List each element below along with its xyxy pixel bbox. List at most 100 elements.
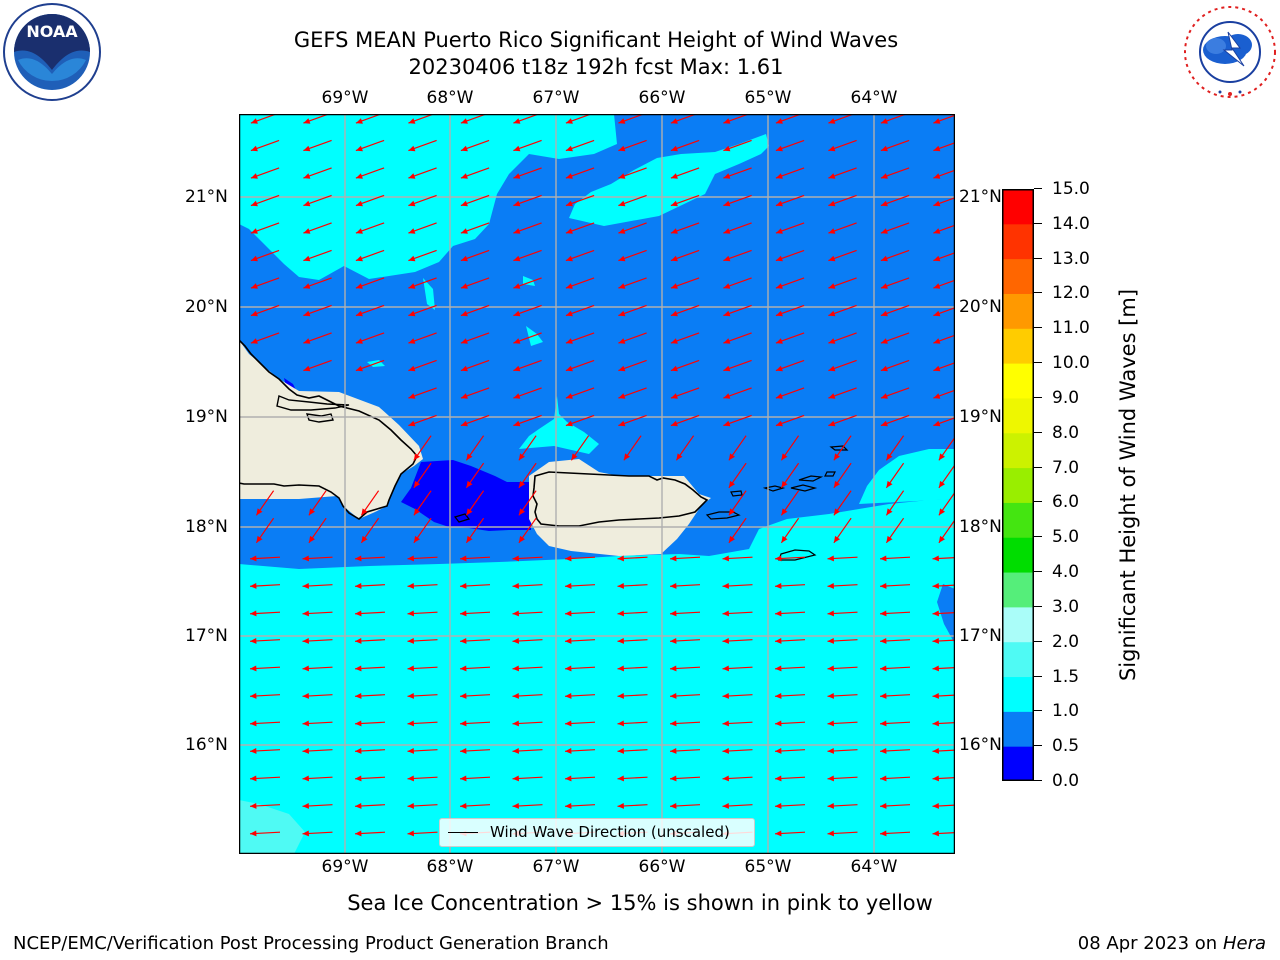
wave-direction-arrowhead [460,118,468,124]
wave-direction-arrowhead [827,748,834,754]
wave-direction-arrowhead [565,775,572,782]
wave-direction-arrowhead [880,720,887,727]
wave-direction-arrowhead [407,610,414,617]
lat-label-left: 21°N [185,187,228,207]
wave-direction-arrowhead [880,830,887,837]
wave-direction-arrowhead [933,310,941,317]
colorbar-tick-mark [1034,188,1042,189]
wave-direction-arrowhead [886,535,893,543]
wave-direction-arrowhead [833,453,840,461]
colorbar-tick-label: 0.0 [1052,771,1080,791]
lon-label-top: 67°W [532,88,580,108]
wave-direction-arrowhead [886,480,893,488]
wave-direction-arrowhead [880,665,887,672]
wave-direction-arrowhead [723,393,731,399]
wave-direction-arrowhead [256,535,263,543]
wave-direction-arrowhead [933,255,941,262]
coastline [798,475,824,482]
wave-direction-arrowhead [618,283,626,289]
wave-direction-arrowhead [460,365,468,372]
wave-direction-arrowhead [775,338,783,344]
wave-direction-arrowhead [723,365,731,372]
colorbar-tick-label: 13.0 [1052,248,1090,269]
wave-direction-arrowhead [513,255,521,262]
wave-direction-arrowhead [565,583,572,589]
wave-direction-arrowhead [512,638,519,644]
wave-direction-arrowhead [355,720,362,727]
wave-direction-arrowhead [618,420,626,427]
wave-direction-arrowhead [250,720,257,727]
wave-direction-arrowhead [880,693,887,699]
wave-direction-arrowhead [308,508,315,516]
wave-direction-arrowhead [933,338,941,344]
wave-direction-arrowhead [518,480,525,488]
wave-direction-arrowhead [775,200,783,207]
wave-direction-arrowhead [302,610,309,617]
colorbar-cell [1002,397,1034,434]
colorbar-cell [1002,363,1034,399]
wave-direction-arrowhead [880,583,887,589]
wave-direction-arrowhead [408,420,416,427]
colorbar-cell [1002,258,1034,294]
wave-direction-arrowhead [827,555,834,562]
wave-direction-arrowhead [670,228,678,234]
wave-direction-arrowhead [827,775,834,782]
colorbar-tick-label: 5.0 [1052,527,1080,548]
wave-direction-arrowhead [413,480,420,488]
wave-direction-arrowhead [670,555,677,562]
wave-direction-arrowhead [880,145,888,152]
colorbar-cell [1002,467,1034,503]
colorbar-tick-label: 8.0 [1052,422,1080,443]
colorbar-cell [1002,537,1034,573]
coastline [790,484,818,492]
wave-direction-arrowhead [827,583,834,589]
colorbar-cell [1002,746,1034,781]
wave-contour-1.0-1.5 [239,499,955,854]
wave-direction-arrowhead [407,775,414,782]
wave-direction-arrowhead [460,393,468,399]
wave-direction-arrowhead [775,228,783,234]
wave-direction-arrowhead [407,638,414,644]
wave-direction-arrowhead [512,748,519,754]
colorbar-cell [1002,711,1034,747]
wave-direction-arrowhead [512,693,519,699]
wave-direction-arrowhead [302,665,309,672]
wave-direction-arrowhead [933,420,941,427]
wave-direction-arrowhead [775,420,783,427]
colorbar-cell [1002,676,1034,712]
wave-direction-arrowhead [250,638,257,644]
wave-direction-arrowhead [617,583,624,589]
lon-label-bottom: 64°W [850,857,898,877]
lat-label-right: 18°N [959,517,1002,537]
wave-direction-arrowhead [302,803,309,809]
wave-direction-arrowhead [355,638,362,644]
wave-direction-arrowhead [618,173,626,179]
wave-direction-arrowhead [303,200,311,207]
wave-direction-arrowhead [833,480,840,488]
wave-direction-arrowhead [933,365,941,372]
legend-line-swatch [448,832,478,833]
wave-direction-arrowhead [880,638,887,644]
colorbar [1002,189,1034,781]
wave-direction-arrowhead [723,283,731,289]
wave-direction-arrowhead [460,748,467,754]
wave-direction-arrowhead [827,638,834,644]
wave-direction-arrowhead [775,365,783,372]
wave-direction-arrowhead [618,255,626,262]
wave-direction-arrowhead [932,720,939,727]
wave-direction-arrowhead [932,748,939,754]
wave-direction-arrowhead [618,393,626,399]
coastline [705,511,741,520]
wave-direction-arrowhead [827,720,834,727]
coastline [730,490,743,497]
wave-direction-arrowhead [880,803,887,809]
wave-direction-arrowhead [828,393,836,399]
colorbar-tick-label: 12.0 [1052,283,1090,304]
wave-direction-arrowhead [723,200,731,207]
wave-direction-arrowhead [932,803,939,809]
wave-direction-arrowhead [618,228,626,234]
wave-direction-arrowhead [565,200,573,207]
wave-direction-arrowhead [250,228,258,234]
wave-direction-arrowhead [723,255,731,262]
colorbar-tick-mark [1034,257,1042,259]
